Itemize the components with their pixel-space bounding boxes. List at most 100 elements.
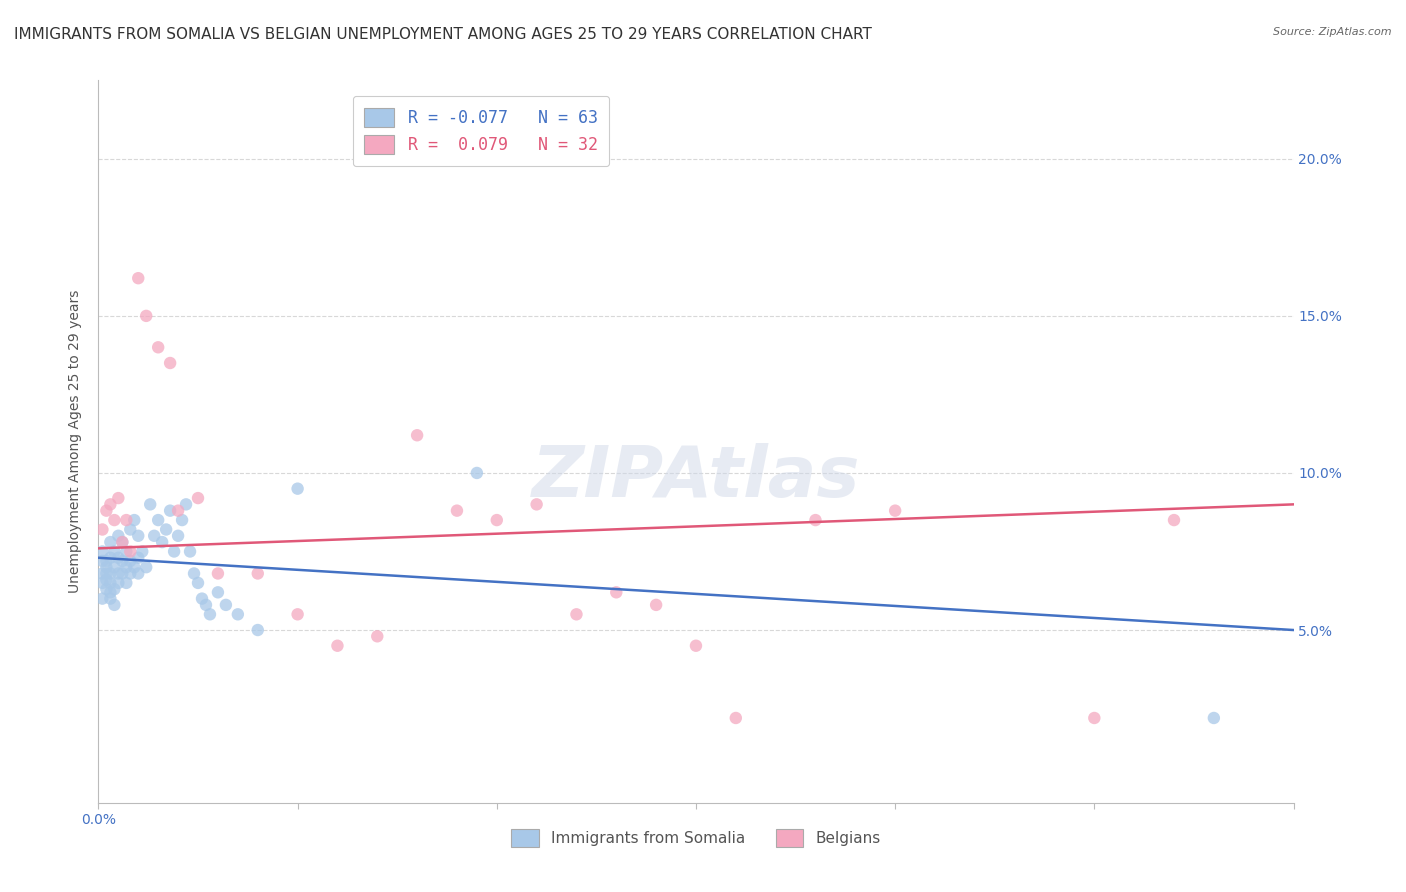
Point <box>111 535 134 549</box>
Point <box>91 523 114 537</box>
Text: Source: ZipAtlas.com: Source: ZipAtlas.com <box>1274 27 1392 37</box>
Point <box>187 575 209 590</box>
Point <box>246 566 269 581</box>
Point <box>446 503 468 517</box>
Point <box>103 598 125 612</box>
Point <box>91 591 114 606</box>
Point <box>159 503 181 517</box>
Y-axis label: Unemployment Among Ages 25 to 29 years: Unemployment Among Ages 25 to 29 years <box>69 290 83 593</box>
Point <box>96 582 118 597</box>
Point <box>172 513 194 527</box>
Point <box>91 544 114 558</box>
Point <box>115 575 138 590</box>
Point <box>163 544 186 558</box>
Point <box>98 585 122 599</box>
Point <box>107 550 129 565</box>
Point <box>183 566 205 581</box>
Point <box>198 607 221 622</box>
Point <box>884 503 907 517</box>
Point <box>485 513 508 527</box>
Point <box>91 566 114 581</box>
Point <box>215 598 238 612</box>
Text: ZIPAtlas: ZIPAtlas <box>531 443 860 512</box>
Point <box>207 585 229 599</box>
Point <box>246 623 269 637</box>
Point <box>98 566 122 581</box>
Point <box>115 513 138 527</box>
Point <box>120 523 142 537</box>
Point <box>605 585 627 599</box>
Point <box>565 607 588 622</box>
Point <box>103 560 125 574</box>
Point <box>96 554 118 568</box>
Point <box>120 544 142 558</box>
Point <box>131 544 153 558</box>
Point <box>127 271 149 285</box>
Point <box>148 513 170 527</box>
Point <box>167 503 190 517</box>
Point <box>1083 711 1105 725</box>
Point <box>139 497 162 511</box>
Point <box>103 544 125 558</box>
Point <box>195 598 218 612</box>
Point <box>107 575 129 590</box>
Point <box>1202 711 1225 725</box>
Point <box>191 591 214 606</box>
Point <box>98 550 122 565</box>
Point <box>127 566 149 581</box>
Point <box>159 356 181 370</box>
Point <box>124 513 146 527</box>
Point <box>135 560 157 574</box>
Point <box>207 566 229 581</box>
Text: IMMIGRANTS FROM SOMALIA VS BELGIAN UNEMPLOYMENT AMONG AGES 25 TO 29 YEARS CORREL: IMMIGRANTS FROM SOMALIA VS BELGIAN UNEMP… <box>14 27 872 42</box>
Point <box>103 582 125 597</box>
Point <box>127 529 149 543</box>
Point <box>98 497 122 511</box>
Point <box>120 554 142 568</box>
Legend: Immigrants from Somalia, Belgians: Immigrants from Somalia, Belgians <box>505 823 887 853</box>
Point <box>107 566 129 581</box>
Point <box>645 598 668 612</box>
Point <box>465 466 488 480</box>
Point <box>179 544 201 558</box>
Point <box>326 639 349 653</box>
Point <box>366 629 388 643</box>
Point <box>96 560 118 574</box>
Point <box>406 428 429 442</box>
Point <box>174 497 197 511</box>
Point <box>685 639 707 653</box>
Point <box>1163 513 1185 527</box>
Point <box>150 535 173 549</box>
Point <box>287 607 309 622</box>
Point <box>103 513 125 527</box>
Point <box>91 575 114 590</box>
Point <box>111 566 134 581</box>
Point <box>96 573 118 587</box>
Point <box>724 711 747 725</box>
Point <box>526 497 548 511</box>
Point <box>107 491 129 505</box>
Point <box>98 535 122 549</box>
Point <box>124 560 146 574</box>
Point <box>135 309 157 323</box>
Point <box>96 566 118 581</box>
Point <box>115 544 138 558</box>
Point <box>111 554 134 568</box>
Point <box>115 560 138 574</box>
Point <box>226 607 249 622</box>
Point <box>167 529 190 543</box>
Point <box>98 591 122 606</box>
Point <box>111 535 134 549</box>
Point <box>287 482 309 496</box>
Point <box>155 523 177 537</box>
Point <box>98 575 122 590</box>
Point <box>96 503 118 517</box>
Point <box>804 513 827 527</box>
Point <box>187 491 209 505</box>
Point <box>127 550 149 565</box>
Point <box>143 529 166 543</box>
Point <box>148 340 170 354</box>
Point <box>91 554 114 568</box>
Point <box>120 566 142 581</box>
Point <box>107 529 129 543</box>
